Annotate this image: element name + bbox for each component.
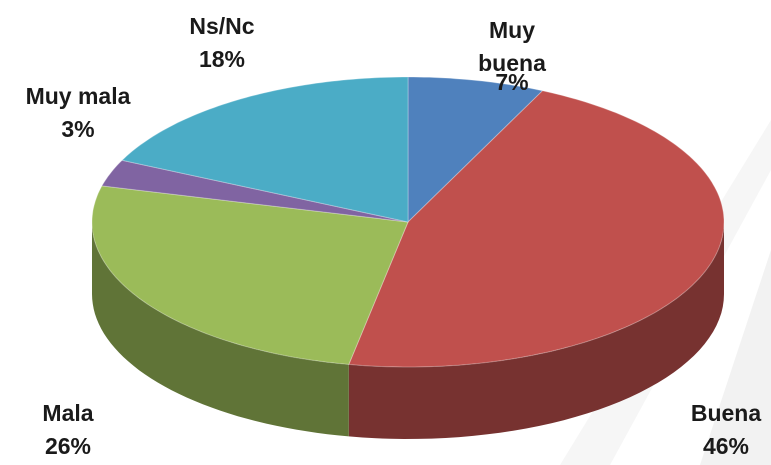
category-name: Buena (690, 400, 762, 426)
background-stripe (700, 250, 771, 465)
pie-side (348, 222, 724, 439)
value-label: 46% (702, 433, 750, 459)
pie-slice (91, 185, 409, 365)
slice-label: Mala 26% (13, 397, 123, 463)
slice-label: Muy buena 7% (467, 14, 557, 99)
pie-slice (121, 76, 409, 223)
pie-slice (101, 159, 409, 223)
pie-side (92, 222, 349, 437)
value-label: 3% (61, 116, 95, 142)
slice-label: Muy mala 3% (0, 80, 158, 146)
category-name: Muy mala (25, 83, 131, 109)
value-label: 26% (44, 433, 92, 459)
pie-slice (407, 76, 544, 224)
value-label: 18% (198, 46, 246, 72)
category-name: Muy buena (478, 17, 546, 76)
pie-slice (348, 90, 725, 368)
value-label: 7% (495, 69, 529, 95)
slice-label: Ns/Nc 18% (167, 10, 277, 76)
category-name: Mala (42, 400, 94, 426)
category-name: Ns/Nc (189, 13, 255, 39)
slice-label: Buena 46% (671, 397, 771, 463)
